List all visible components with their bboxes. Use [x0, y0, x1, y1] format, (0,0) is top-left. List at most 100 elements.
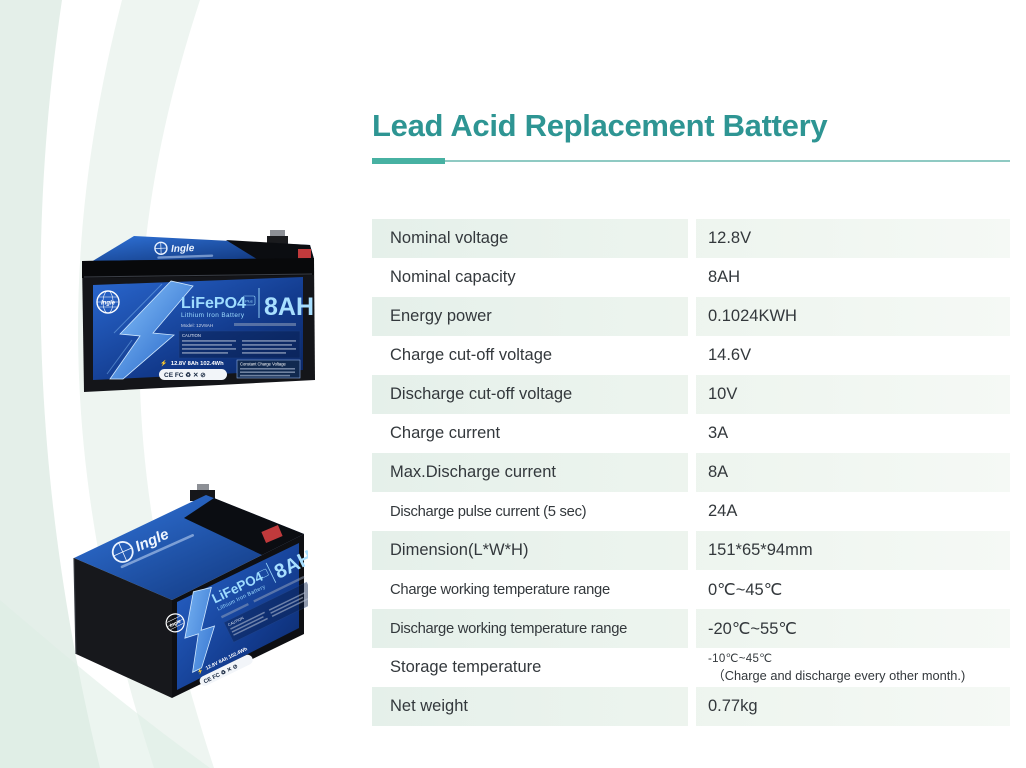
spec-value: 0.77kg: [708, 697, 758, 715]
battery-image-angled: Ingle Ingle LiFePO4 Lithium Iron Battery…: [73, 484, 308, 698]
brand-text: Ingle: [101, 301, 116, 307]
spec-value: 0.1024KWH: [708, 307, 797, 325]
spec-label: Charge cut-off voltage: [390, 346, 553, 364]
caution-box: CAUTION: [223, 581, 308, 643]
certification-icons: CE FC ♻ ✕ ⊘: [159, 369, 227, 380]
table-row: Discharge cut-off voltage 10V: [372, 375, 1010, 414]
spec-value: 3A: [708, 424, 729, 442]
spec-label: Energy power: [390, 307, 492, 325]
spec-value-cell: 151*65*94mm: [696, 531, 1010, 570]
charge-box-title: Constant Charge Voltage: [240, 362, 286, 367]
spec-label-cell: Discharge pulse current (5 sec): [372, 492, 688, 531]
spec-label: Charge current: [390, 424, 501, 442]
column-gutter: [688, 609, 696, 648]
brand-globe-icon: Ingle: [165, 613, 185, 633]
svg-text:CAUTION: CAUTION: [227, 616, 244, 627]
brand-globe-icon: Ingle: [96, 290, 120, 314]
title-block: Lead Acid Replacement Battery: [372, 108, 1010, 164]
spec-label-cell: Storage temperature: [372, 648, 688, 687]
table-row: Nominal voltage 12.8V: [372, 219, 1010, 258]
spec-value: 14.6V: [708, 346, 752, 364]
spec-label-cell: Nominal capacity: [372, 258, 688, 297]
spec-value-cell: 24A: [696, 492, 1010, 531]
spec-value-cell: 0.1024KWH: [696, 297, 1010, 336]
terminal-base: [190, 490, 215, 501]
spec-label: Discharge cut-off voltage: [390, 385, 573, 403]
column-gutter: [688, 570, 696, 609]
spec-value-cell: 3A: [696, 414, 1010, 453]
plus-badge: Plus: [242, 295, 256, 306]
column-gutter: [688, 687, 696, 726]
column-gutter: [688, 375, 696, 414]
column-gutter: [688, 531, 696, 570]
battery-label: [177, 543, 299, 690]
spec-label-cell: Max.Discharge current: [372, 453, 688, 492]
column-gutter: [688, 219, 696, 258]
spec-value-cell: -10℃~45℃ （Charge and discharge every oth…: [696, 648, 1010, 687]
column-gutter: [688, 492, 696, 531]
svg-text:Plus: Plus: [245, 299, 253, 304]
table-row: Storage temperature -10℃~45℃ （Charge and…: [372, 648, 1010, 687]
spec-label: Nominal capacity: [390, 268, 516, 286]
spec-value: 0℃~45℃: [708, 580, 783, 599]
spec-label: Max.Discharge current: [390, 463, 556, 481]
code-bar: [234, 323, 296, 326]
spec-value-cell: 0℃~45℃: [696, 570, 1010, 609]
column-gutter: [688, 453, 696, 492]
battery-top-dark-corner: [184, 498, 304, 555]
svg-text:CE FC ♻ ✕ ⊘: CE FC ♻ ✕ ⊘: [164, 371, 206, 379]
plus-badge: [257, 568, 269, 579]
table-row: Charge current 3A: [372, 414, 1010, 453]
spec-value-note: （Charge and discharge every other month.…: [712, 668, 966, 683]
spec-label-cell: Charge current: [372, 414, 688, 453]
column-gutter: [688, 648, 696, 687]
page-title: Lead Acid Replacement Battery: [372, 108, 828, 143]
product-name: LiFePO4: [181, 295, 246, 312]
bolt-glyph-icon: ⚡: [160, 359, 167, 367]
spec-label-cell: Discharge working temperature range: [372, 609, 688, 648]
spec-table: Nominal voltage 12.8V Nominal capacity 8…: [372, 219, 1010, 726]
spec-value: -10℃~45℃: [708, 653, 773, 665]
battery-side-face: [74, 558, 172, 698]
table-row: Dimension(L*W*H) 151*65*94mm: [372, 531, 1010, 570]
rating-line: ⚡ 12.8V 8Ah 102.4Wh: [160, 359, 224, 367]
spec-value: -20℃~55℃: [708, 619, 797, 638]
column-gutter: [688, 297, 696, 336]
table-row: Charge cut-off voltage 14.6V: [372, 336, 1010, 375]
spec-value-cell: 12.8V: [696, 219, 1010, 258]
spec-value: 10V: [708, 385, 738, 403]
spec-label-cell: Charge cut-off voltage: [372, 336, 688, 375]
spec-label: Dimension(L*W*H): [390, 541, 529, 559]
table-row: Energy power 0.1024KWH: [372, 297, 1010, 336]
battery-terminal-pin: [270, 230, 285, 240]
title-underline-thin: [372, 160, 1010, 162]
bolt-glyph-icon: ⚡: [196, 667, 205, 676]
title-underline-thick: [372, 158, 445, 164]
red-terminal: [298, 249, 311, 259]
brand-logo-top: Ingle: [154, 241, 214, 259]
spec-value-cell: 0.77kg: [696, 687, 1010, 726]
svg-text:Ingle: Ingle: [169, 618, 182, 629]
table-row: Discharge pulse current (5 sec) 24A: [372, 492, 1010, 531]
spec-label: Discharge pulse current (5 sec): [390, 503, 587, 520]
spec-label-cell: Discharge cut-off voltage: [372, 375, 688, 414]
brand-text: Ingle: [171, 243, 195, 255]
column-gutter: [688, 414, 696, 453]
spec-label: Charge working temperature range: [390, 581, 610, 598]
table-row: Discharge working temperature range -20℃…: [372, 609, 1010, 648]
spec-value: 12.8V: [708, 229, 752, 247]
table-row: Nominal capacity 8AH: [372, 258, 1010, 297]
spec-value-cell: 8AH: [696, 258, 1010, 297]
caution-box: CAUTION: [178, 330, 301, 359]
terminal-base: [267, 236, 288, 246]
spec-label: Storage temperature: [390, 658, 542, 676]
lightning-bolt-icon: [109, 280, 194, 380]
spec-label: Nominal voltage: [390, 229, 509, 247]
table-row: Net weight 0.77kg: [372, 687, 1010, 726]
spec-label-cell: Dimension(L*W*H): [372, 531, 688, 570]
capacity-text: 8AH: [264, 293, 314, 321]
spec-label-cell: Charge working temperature range: [372, 570, 688, 609]
spec-value-cell: 10V: [696, 375, 1010, 414]
spec-value: 151*65*94mm: [708, 541, 813, 559]
red-terminal: [261, 524, 283, 544]
